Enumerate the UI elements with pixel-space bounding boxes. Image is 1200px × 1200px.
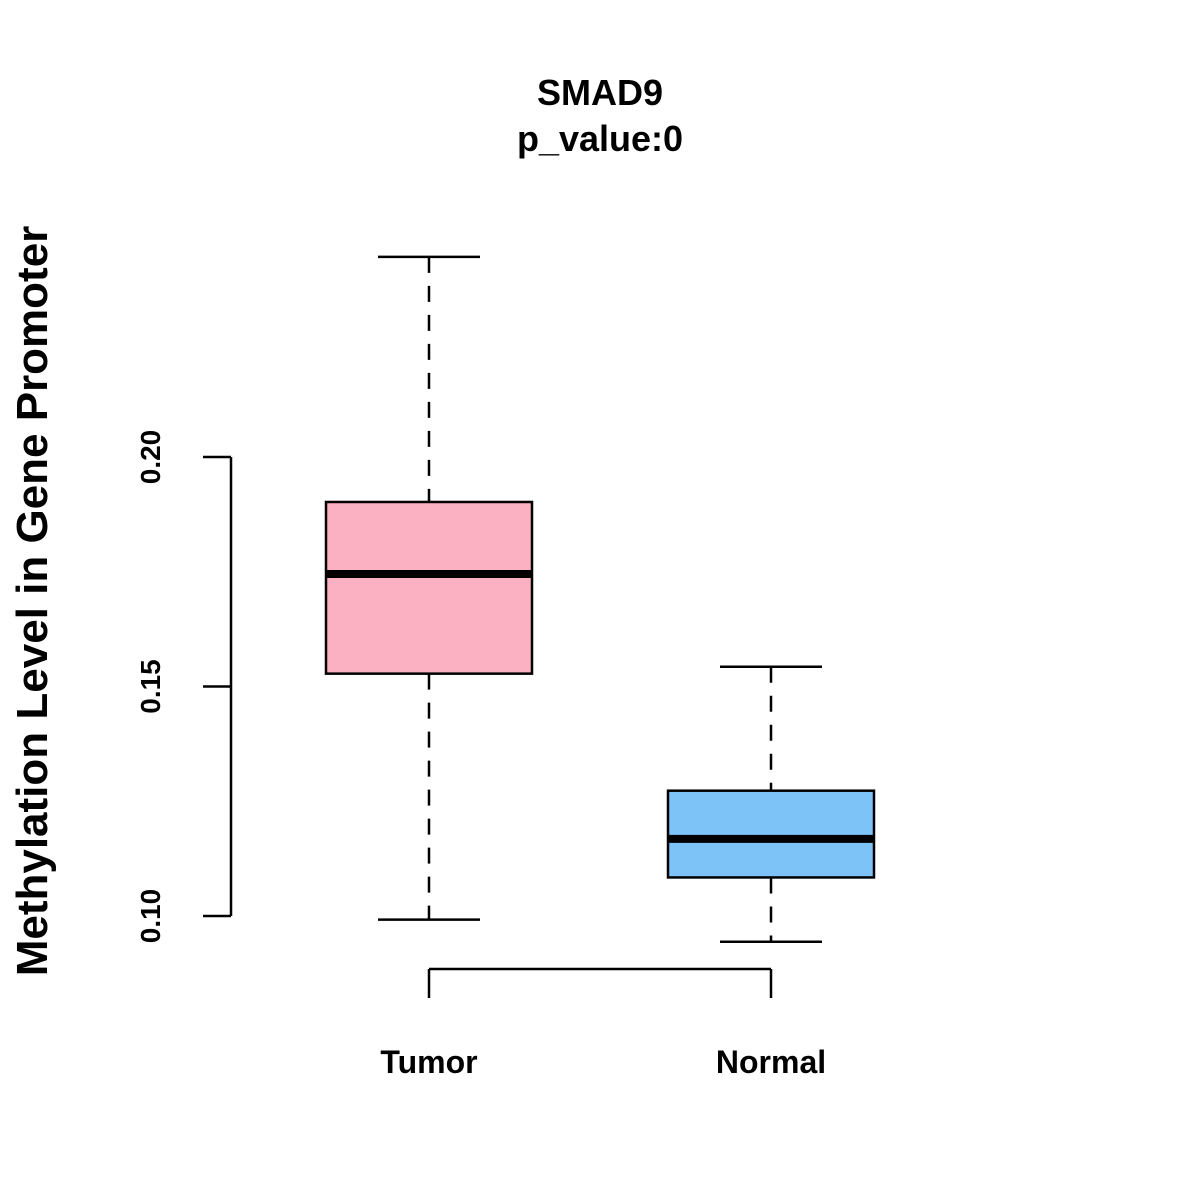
y-axis: 0.10 0.15 0.20: [135, 430, 233, 944]
y-tick-label: 0.20: [135, 430, 166, 485]
box-normal: [666, 665, 876, 943]
box-body: [666, 789, 876, 879]
x-tick-label: Normal: [716, 1044, 826, 1080]
box-body: [324, 500, 534, 675]
y-tick-label: 0.10: [135, 889, 166, 944]
x-tick-label: Tumor: [380, 1044, 477, 1080]
x-axis: Tumor Normal: [380, 967, 826, 1080]
box-tumor: [324, 255, 534, 921]
chart-title: SMAD9: [537, 72, 663, 113]
boxes-group: [324, 255, 876, 943]
chart-subtitle: p_value:0: [517, 118, 683, 159]
y-tick-label: 0.15: [135, 659, 166, 714]
y-axis-label: Methylation Level in Gene Promoter: [8, 226, 57, 977]
